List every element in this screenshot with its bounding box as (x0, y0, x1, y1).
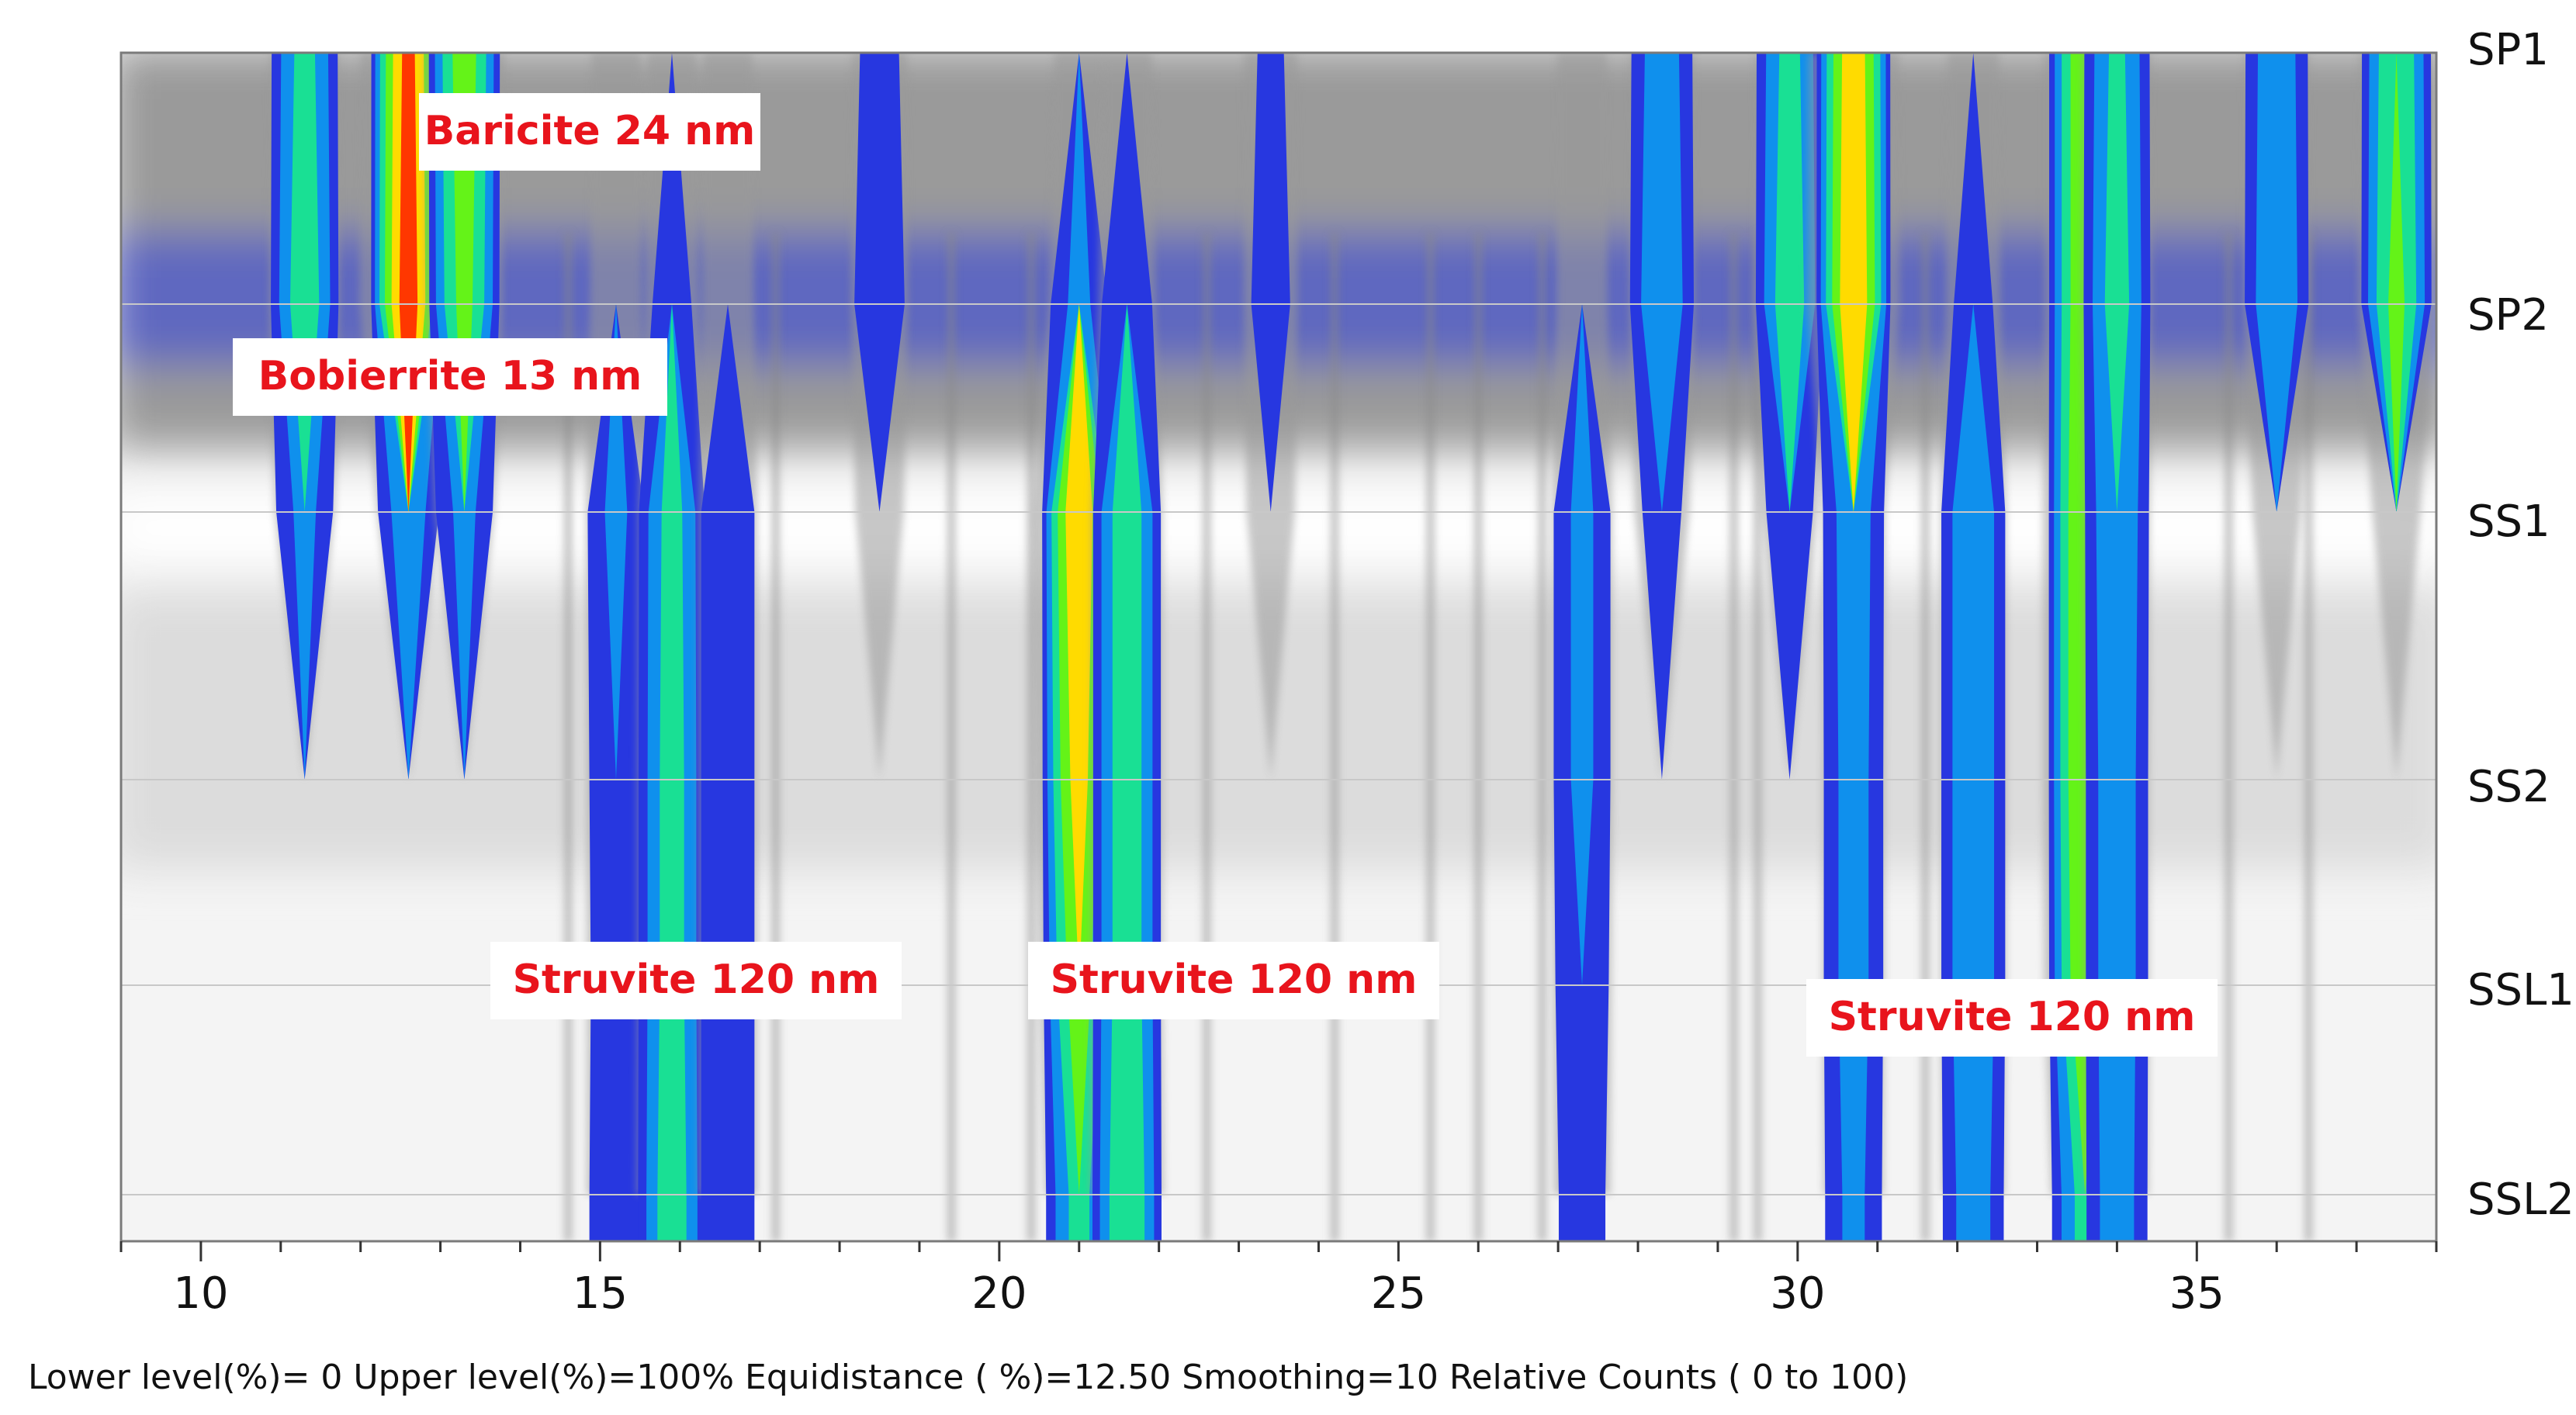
faint-peak-13 (2304, 233, 2313, 1241)
annotation-box (490, 942, 902, 1019)
annotation-label: Struvite 120 nm (1829, 994, 2196, 1040)
peak-column-9 (1243, 53, 1298, 1241)
faint-peak-10 (1754, 233, 1762, 1241)
peak-column-14 (1940, 53, 2006, 1241)
sample-label-sp1: SP1 (2467, 25, 2549, 75)
faint-peak-3 (1027, 233, 1036, 1241)
annotation-3: Struvite 120 nm (1028, 942, 1439, 1019)
peak-contour-2 (2376, 53, 2417, 1241)
annotation-2: Struvite 120 nm (490, 942, 902, 1019)
annotation-1: Bobierrite 13 nm (233, 338, 667, 416)
peak-contour-3 (1832, 53, 1875, 1241)
annotation-4: Struvite 120 nm (1806, 979, 2218, 1057)
faint-peak-11 (1921, 233, 1930, 1241)
annotation-label: Struvite 120 nm (513, 957, 880, 1003)
faint-peak-12 (2225, 233, 2233, 1241)
annotation-0: Baricite 24 nm (419, 93, 760, 171)
faint-peak-7 (1474, 233, 1483, 1241)
peak-column-18 (2358, 53, 2435, 1241)
annotation-label: Struvite 120 nm (1051, 957, 1418, 1003)
peak-column-16 (2082, 53, 2152, 1241)
annotations: Baricite 24 nm Bobierrite 13 nm Struvite 1… (233, 93, 2218, 1057)
faint-peak-8 (1538, 233, 1546, 1241)
peak-column-17 (2243, 53, 2310, 1241)
faint-peak-0 (564, 233, 573, 1241)
sample-label-ss2: SS2 (2467, 762, 2550, 812)
peak-contour-0 (1251, 53, 1290, 1241)
sample-labels: SP1 SP2 SS1 SS2 SSL1 SSL2 (2467, 25, 2574, 1225)
x-tick-label-20: 20 (971, 1268, 1027, 1319)
peak-contour-2 (2104, 53, 2130, 1241)
peak-column-6 (850, 53, 909, 1241)
faint-peak-4 (1203, 233, 1211, 1241)
peak-column-8 (1089, 53, 1164, 1241)
peak-contour-1 (1952, 53, 1995, 1241)
faint-peak-5 (1331, 233, 1339, 1241)
annotation-box (419, 93, 760, 171)
peak-contour-1 (2256, 53, 2298, 1241)
x-tick-label-30: 30 (1770, 1268, 1825, 1319)
x-tick-label-35: 35 (2169, 1268, 2225, 1319)
faint-peak-1 (771, 233, 780, 1241)
footer-text: Lower level(%)= 0 Upper level(%)=100% Eq… (28, 1358, 1908, 1397)
peak-column-10 (1552, 53, 1612, 1241)
peak-contour-0 (854, 53, 905, 1241)
x-tick-label-15: 15 (573, 1268, 628, 1319)
faint-peak-6 (1426, 233, 1435, 1241)
faint-peak-9 (1729, 233, 1738, 1241)
x-tick-label-10: 10 (173, 1268, 228, 1319)
sample-label-sp2: SP2 (2467, 290, 2549, 341)
annotation-box (1806, 979, 2218, 1057)
sample-label-ssl1: SSL1 (2467, 965, 2574, 1015)
peak-column-12 (1754, 53, 1826, 1241)
peak-column-4 (636, 53, 708, 1241)
peak-contour-3 (2388, 53, 2405, 1241)
sample-label-ssl2: SSL2 (2467, 1175, 2574, 1225)
peak-contour-1 (1570, 53, 1594, 1241)
plot-frame (119, 51, 2438, 1243)
faint-peak-2 (947, 233, 956, 1241)
peak-contour-1 (1641, 53, 1683, 1241)
peak-contour-1 (1764, 53, 1816, 1241)
sample-label-ss1: SS1 (2467, 496, 2550, 547)
peak-contour-4 (1065, 53, 1093, 1241)
peak-contour-4 (1840, 53, 1868, 1241)
peak-column-11 (1629, 53, 1695, 1241)
peak-contour-1 (604, 53, 628, 1241)
peak-contour-2 (1774, 53, 1805, 1241)
peak-column-5 (698, 53, 757, 1241)
peak-column-13 (1807, 53, 1900, 1241)
peak-contour-1 (2093, 53, 2141, 1241)
x-tick-label-25: 25 (1371, 1268, 1426, 1319)
annotation-label: Bobierrite 13 nm (258, 353, 642, 400)
annotation-box (233, 338, 667, 416)
annotation-box (1028, 942, 1439, 1019)
annotation-label: Baricite 24 nm (424, 108, 756, 154)
x-axis: 10 15 20 25 30 35 (119, 1241, 2438, 1319)
